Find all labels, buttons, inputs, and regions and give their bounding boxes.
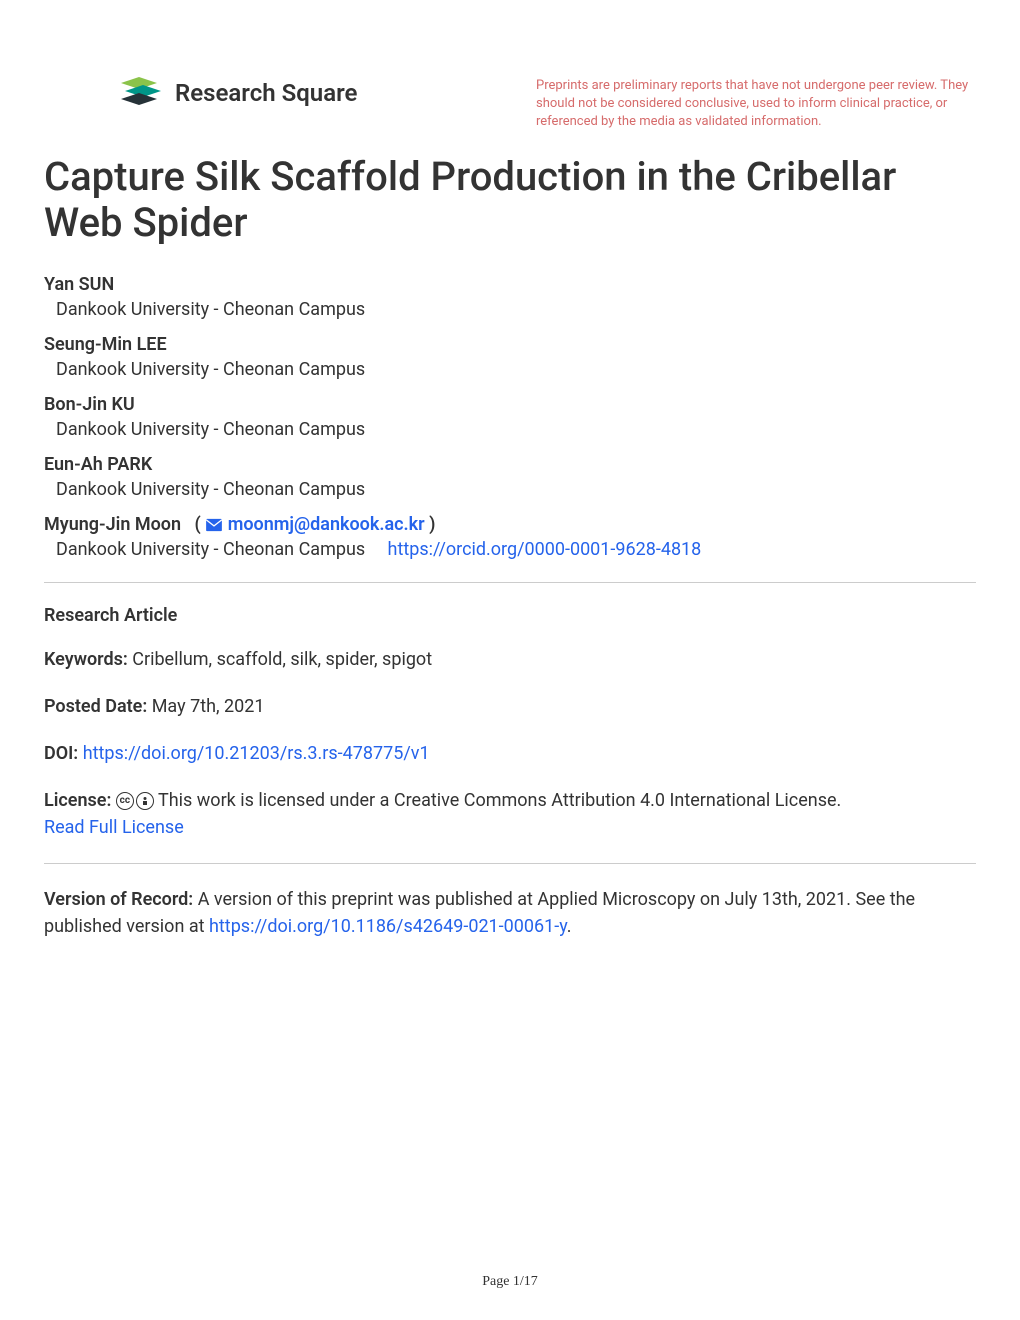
author-affiliation: Dankook University - Cheonan Campus — [44, 479, 976, 500]
posted-date-value: May 7th, 2021 — [152, 696, 265, 717]
author-affiliation: Dankook University - Cheonan Campus — [44, 359, 976, 380]
license-label: License: — [44, 790, 111, 811]
email-icon — [205, 518, 223, 532]
author-email-link[interactable]: moonmj@dankook.ac.kr — [228, 514, 425, 535]
logo-text: Research Square — [175, 79, 357, 107]
author-affiliation: Dankook University - Cheonan Campus — [56, 539, 365, 560]
license-row: License: cc This work is licensed under … — [44, 787, 976, 841]
cc-icon: cc — [116, 792, 154, 810]
author-name: Bon-Jin KU — [44, 394, 976, 415]
author-block: Bon-Jin KU Dankook University - Cheonan … — [44, 394, 976, 440]
spacer — [370, 539, 383, 560]
corresponding-author-block: Myung-Jin Moon ( moonmj@dankook.ac.kr ) … — [44, 514, 976, 560]
keywords-row: Keywords: Cribellum, scaffold, silk, spi… — [44, 646, 976, 673]
version-link[interactable]: https://doi.org/10.1186/s42649-021-00061… — [209, 916, 567, 937]
version-of-record-row: Version of Record: A version of this pre… — [44, 886, 976, 940]
article-type: Research Article — [44, 605, 976, 626]
research-square-logo-icon — [119, 75, 163, 111]
author-name: Yan SUN — [44, 274, 976, 295]
page-number: Page 1/17 — [482, 1274, 538, 1290]
divider — [44, 582, 976, 583]
keywords-value: Cribellum, scaffold, silk, spider, spigo… — [132, 649, 432, 670]
doi-label: DOI: — [44, 743, 78, 764]
cc-by-badge-icon — [136, 792, 154, 810]
posted-date-row: Posted Date: May 7th, 2021 — [44, 693, 976, 720]
author-name: Seung-Min LEE — [44, 334, 976, 355]
author-affiliation: Dankook University - Cheonan Campus — [44, 299, 976, 320]
author-block: Yan SUN Dankook University - Cheonan Cam… — [44, 274, 976, 320]
version-label: Version of Record: — [44, 889, 193, 910]
orcid-link[interactable]: https://orcid.org/0000-0001-9628-4818 — [388, 539, 702, 560]
read-full-license-link[interactable]: Read Full License — [44, 817, 184, 838]
author-name-text: Myung-Jin Moon — [44, 514, 181, 535]
email-close-paren: ) — [429, 514, 435, 535]
corresponding-author-name: Myung-Jin Moon ( moonmj@dankook.ac.kr ) — [44, 514, 976, 535]
divider — [44, 863, 976, 864]
license-text: This work is licensed under a Creative C… — [158, 790, 841, 811]
logo: Research Square — [119, 75, 357, 111]
corresponding-affiliation-row: Dankook University - Cheonan Campus http… — [44, 539, 976, 560]
version-text-after: . — [567, 916, 572, 937]
article-title: Capture Silk Scaffold Production in the … — [44, 154, 976, 246]
cc-badge-icon: cc — [116, 792, 134, 810]
posted-date-label: Posted Date: — [44, 696, 147, 717]
email-open-paren: ( — [186, 514, 206, 535]
author-name: Eun-Ah PARK — [44, 454, 976, 475]
keywords-label: Keywords: — [44, 649, 128, 670]
author-affiliation: Dankook University - Cheonan Campus — [44, 419, 976, 440]
doi-link[interactable]: https://doi.org/10.21203/rs.3.rs-478775/… — [83, 743, 430, 764]
author-block: Eun-Ah PARK Dankook University - Cheonan… — [44, 454, 976, 500]
author-block: Seung-Min LEE Dankook University - Cheon… — [44, 334, 976, 380]
doi-row: DOI: https://doi.org/10.21203/rs.3.rs-47… — [44, 740, 976, 767]
disclaimer-text: Preprints are preliminary reports that h… — [536, 75, 976, 132]
